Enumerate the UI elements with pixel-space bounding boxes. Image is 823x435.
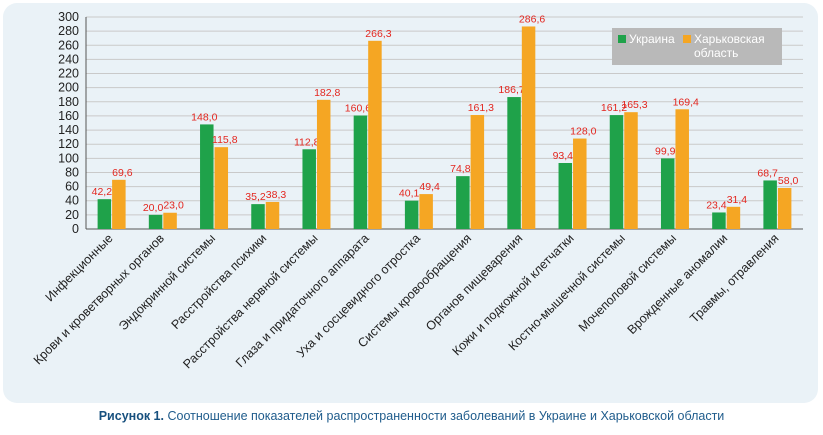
data-label: 93,4 bbox=[553, 150, 574, 162]
bar-kharkiv bbox=[214, 147, 229, 229]
data-label: 49,4 bbox=[419, 181, 440, 193]
bar-kharkiv bbox=[573, 138, 587, 229]
bar-ukraine bbox=[712, 212, 726, 229]
y-tick-label: 200 bbox=[58, 81, 79, 95]
bar-kharkiv bbox=[675, 109, 689, 229]
y-tick-label: 140 bbox=[58, 123, 79, 137]
bar-ukraine bbox=[200, 124, 214, 229]
data-label: 99,9 bbox=[655, 145, 676, 157]
data-label: 40,1 bbox=[399, 188, 420, 200]
bar-ukraine bbox=[353, 115, 368, 229]
data-label: 74,8 bbox=[450, 163, 471, 175]
bar-ukraine bbox=[558, 162, 573, 229]
bar-ukraine bbox=[251, 204, 265, 229]
x-tick-label: Расстройства психики bbox=[169, 231, 270, 332]
y-tick-label: 40 bbox=[65, 194, 79, 208]
data-label: 42,2 bbox=[92, 186, 113, 198]
legend-swatch-kharkiv bbox=[683, 35, 691, 43]
y-tick-label: 280 bbox=[58, 24, 79, 38]
bar-ukraine bbox=[763, 180, 777, 229]
data-label: 182,8 bbox=[314, 87, 340, 99]
data-label: 266,3 bbox=[365, 28, 391, 40]
y-tick-label: 220 bbox=[58, 67, 79, 81]
legend-swatch-ukraine bbox=[618, 35, 626, 43]
data-label: 115,8 bbox=[212, 134, 238, 146]
bar-kharkiv bbox=[112, 179, 126, 229]
bar-kharkiv bbox=[265, 201, 280, 229]
y-tick-label: 240 bbox=[58, 52, 79, 66]
data-label: 20,0 bbox=[143, 202, 164, 214]
y-tick-label: 100 bbox=[58, 151, 79, 165]
caption-figure-number: Рисунок 1. bbox=[98, 409, 164, 423]
data-label: 128,0 bbox=[570, 126, 596, 138]
bar-ukraine bbox=[148, 214, 163, 229]
bar-ukraine bbox=[507, 97, 521, 229]
data-label: 31,4 bbox=[727, 194, 748, 206]
data-label: 160,6 bbox=[345, 103, 371, 115]
bar-kharkiv bbox=[777, 188, 792, 229]
data-label: 58,0 bbox=[778, 175, 799, 187]
bar-kharkiv bbox=[419, 194, 433, 229]
data-label: 23,0 bbox=[163, 200, 184, 212]
bar-kharkiv bbox=[624, 112, 638, 229]
legend-item-kharkiv: Харьковская область bbox=[683, 32, 780, 60]
bar-ukraine bbox=[609, 115, 624, 229]
y-tick-label: 160 bbox=[58, 109, 79, 123]
bar-kharkiv bbox=[521, 26, 536, 230]
bar-ukraine bbox=[97, 199, 112, 229]
data-label: 112,8 bbox=[294, 136, 320, 148]
data-label: 286,6 bbox=[519, 13, 545, 25]
x-tick-label: Мочеполовой системы bbox=[576, 231, 679, 334]
x-tick-label: Эндокринной системы bbox=[116, 231, 218, 333]
x-tick-label: Врожденные аномалии bbox=[625, 231, 731, 337]
data-label: 165,3 bbox=[621, 99, 647, 111]
data-label: 148,0 bbox=[191, 111, 217, 123]
data-label: 38,3 bbox=[266, 189, 287, 201]
chart-legend: Украина Харьковская область bbox=[612, 28, 782, 65]
y-tick-label: 260 bbox=[58, 38, 79, 52]
y-tick-label: 300 bbox=[58, 10, 79, 24]
bar-kharkiv bbox=[470, 115, 485, 229]
data-label: 186,7 bbox=[498, 84, 524, 96]
data-label: 35,2 bbox=[245, 191, 266, 203]
data-label: 161,3 bbox=[468, 102, 494, 114]
y-tick-label: 60 bbox=[65, 180, 79, 194]
bar-ukraine bbox=[660, 158, 675, 229]
bar-kharkiv bbox=[316, 99, 331, 229]
x-tick-label: Органов пищеварения bbox=[423, 231, 525, 333]
data-label: 68,7 bbox=[757, 167, 778, 179]
y-tick-label: 20 bbox=[65, 208, 79, 222]
y-tick-label: 80 bbox=[65, 165, 79, 179]
data-label: 169,4 bbox=[673, 96, 699, 108]
legend-item-ukraine: Украина bbox=[618, 32, 675, 46]
data-label: 161,2 bbox=[601, 102, 627, 114]
bar-ukraine bbox=[456, 176, 470, 229]
legend-label-ukraine: Украина bbox=[629, 32, 675, 46]
data-label: 23,4 bbox=[706, 199, 727, 211]
y-tick-label: 180 bbox=[58, 95, 79, 109]
caption-text: Соотношение показателей распространеннос… bbox=[167, 409, 725, 423]
bar-ukraine bbox=[404, 200, 419, 229]
bar-kharkiv bbox=[726, 206, 741, 229]
bar-chart: 0204060801001201401601802002202402602803… bbox=[31, 10, 803, 371]
y-tick-label: 0 bbox=[72, 222, 79, 236]
legend-label-kharkiv: Харьковская область bbox=[694, 32, 765, 60]
figure-caption: Рисунок 1. Соотношение показателей распр… bbox=[0, 409, 823, 423]
y-tick-label: 120 bbox=[58, 137, 79, 151]
bar-kharkiv bbox=[368, 40, 382, 229]
bar-ukraine bbox=[302, 149, 316, 229]
bar-kharkiv bbox=[163, 212, 177, 229]
data-label: 69,6 bbox=[112, 167, 133, 179]
x-tick-label: Травмы, отравления bbox=[687, 231, 781, 325]
